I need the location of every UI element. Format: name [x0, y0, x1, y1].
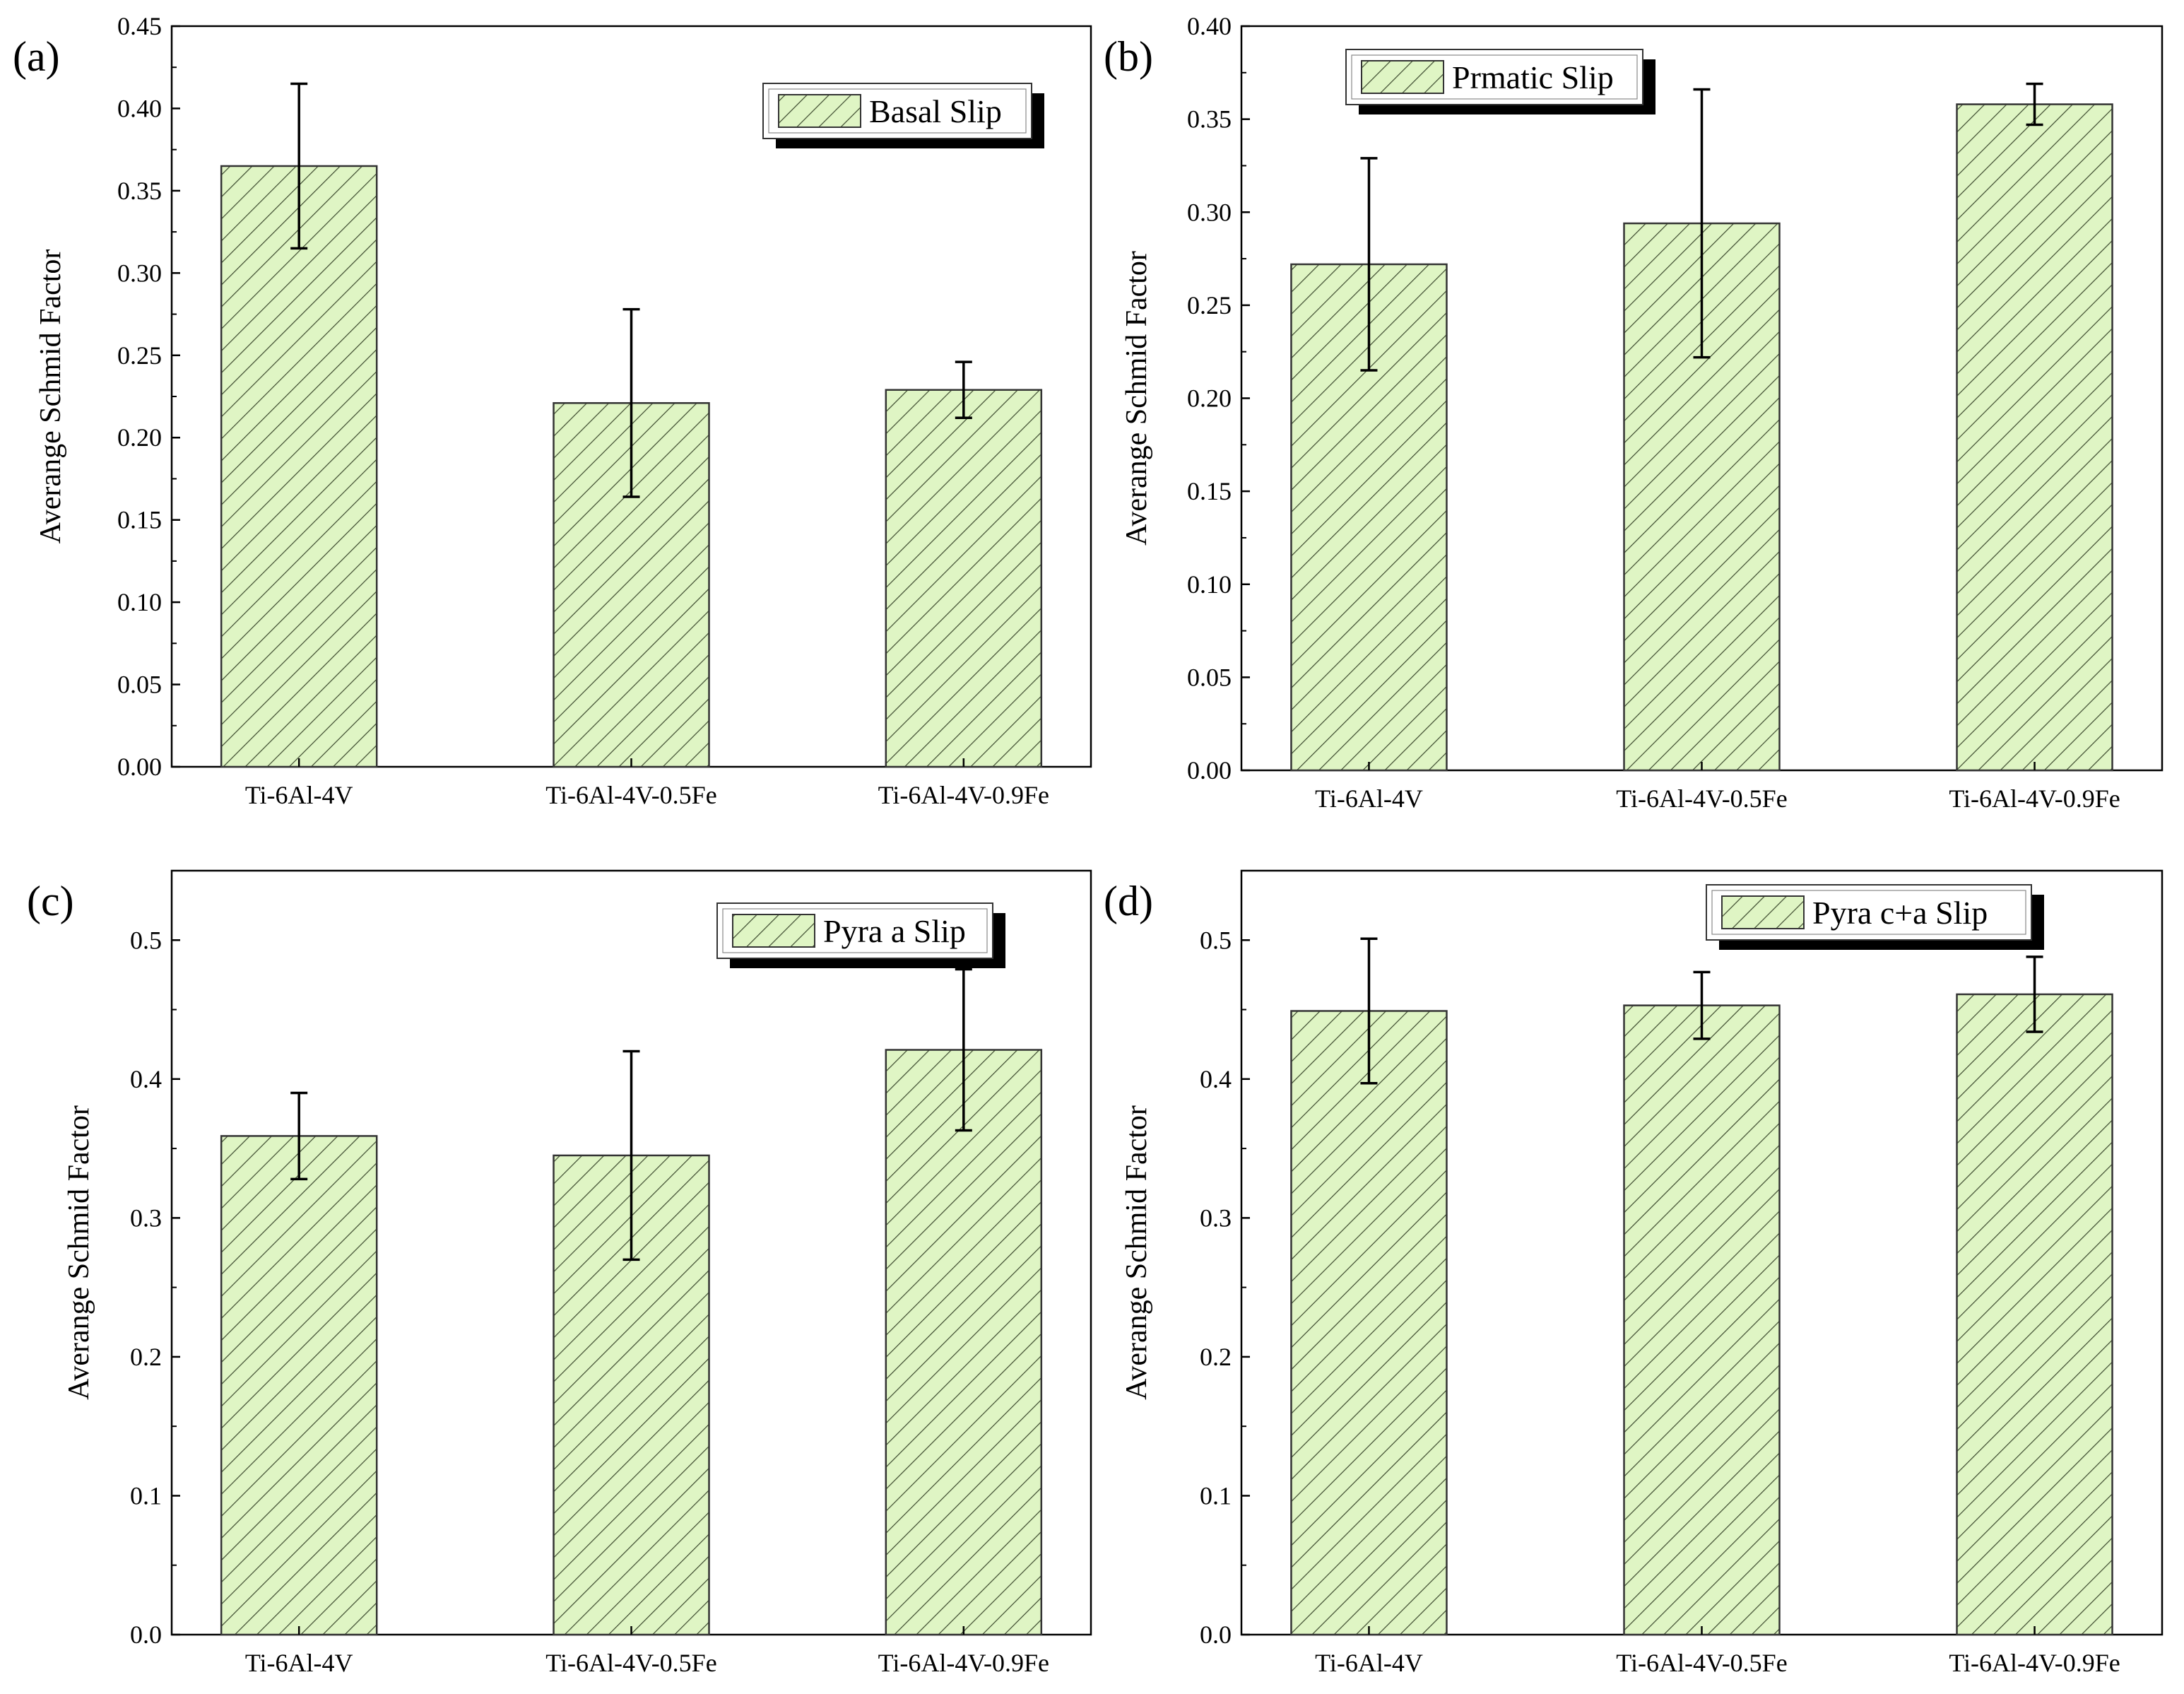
y-axis-label: Averange Schmid Factor	[1121, 1105, 1153, 1400]
y-tick-label: 0.15	[117, 506, 162, 534]
x-tick-label: Ti-6Al-4V	[1315, 784, 1423, 813]
bar	[220, 165, 378, 768]
y-axis-label: Averange Schmid Factor	[1121, 251, 1153, 546]
legend-swatch	[778, 94, 861, 128]
bar	[1290, 1010, 1448, 1636]
chart-panel: 0.00 0.05 0.10 0.15 0.20 0.25 0.30 0.35 0.40 0.45…	[13, 12, 1092, 809]
y-tick-label: 0.45	[117, 12, 162, 40]
legend-label: Basal Slip	[869, 93, 1002, 129]
y-tick-label: 0.35	[1187, 105, 1232, 134]
y-tick-label: 0.10	[1187, 570, 1232, 599]
x-tick-label: Ti-6Al-4V-0.5Fe	[545, 1649, 716, 1677]
y-axis-label: Averange Schmid Factor	[63, 1105, 95, 1400]
legend-swatch	[1361, 60, 1444, 94]
chart-panel: 0.00 0.05 0.10 0.15 0.20 0.25 0.30 0.35 0.40 Aver…	[1104, 12, 2164, 813]
x-tick-label: Ti-6Al-4V-0.5Fe	[545, 781, 716, 809]
y-tick-label: 0.2	[1200, 1343, 1232, 1371]
legend-inner-border	[768, 88, 1027, 134]
legend-inner-border	[1711, 890, 2026, 935]
y-tick-label: 0.3	[130, 1204, 162, 1232]
y-tick-label: 0.0	[130, 1621, 162, 1649]
y-tick-label: 0.40	[1187, 12, 1232, 40]
y-tick-label: 0.30	[1187, 198, 1232, 226]
legend-swatch	[1721, 895, 1805, 929]
panel-label: (a)	[13, 33, 60, 80]
legend-label: Pyra c+a Slip	[1812, 895, 1988, 931]
bar	[1623, 1004, 1781, 1636]
y-tick-label: 0.4	[1200, 1065, 1232, 1093]
y-tick-label: 0.20	[1187, 384, 1232, 413]
y-axis-label: Averange Schmid Factor	[35, 249, 67, 544]
x-tick-label: Ti-6Al-4V-0.5Fe	[1616, 1649, 1787, 1677]
x-tick-label: Ti-6Al-4V	[245, 1649, 353, 1677]
legend-inner-border	[722, 908, 988, 953]
x-tick-label: Ti-6Al-4V-0.9Fe	[878, 1649, 1049, 1677]
y-tick-label: 0.35	[117, 177, 162, 205]
x-tick-label: Ti-6Al-4V-0.9Fe	[1949, 1649, 2120, 1677]
y-tick-label: 0.05	[1187, 663, 1232, 691]
x-tick-label: Ti-6Al-4V	[245, 781, 353, 809]
y-tick-label: 0.2	[130, 1343, 162, 1371]
y-tick-label: 0.20	[117, 423, 162, 452]
bar	[1956, 993, 2113, 1636]
bar	[1956, 103, 2113, 772]
x-tick-label: Ti-6Al-4V-0.9Fe	[878, 781, 1049, 809]
legend-inner-border	[1351, 54, 1638, 100]
bar	[885, 1049, 1043, 1636]
panel-label: (b)	[1104, 33, 1153, 80]
x-tick-label: Ti-6Al-4V-0.5Fe	[1616, 784, 1787, 813]
chart-panel: 0.0 0.1 0.2 0.3 0.4 0.5 Averange Schmid Factor…	[27, 869, 1092, 1677]
legend-label: Prmatic Slip	[1452, 59, 1614, 95]
y-tick-label: 0.25	[1187, 291, 1232, 319]
bar	[220, 1135, 378, 1636]
panel-label: (c)	[27, 878, 74, 924]
y-tick-label: 0.4	[130, 1065, 162, 1093]
legend-swatch	[732, 914, 815, 948]
panel-label: (d)	[1104, 878, 1153, 924]
chart-panel: 0.0 0.1 0.2 0.3 0.4 0.5 Averange Schmid Factor…	[1104, 869, 2164, 1677]
y-tick-label: 0.0	[1200, 1621, 1232, 1649]
y-tick-label: 0.10	[117, 588, 162, 616]
bar	[885, 389, 1043, 768]
y-tick-label: 0.40	[117, 94, 162, 122]
y-tick-label: 0.00	[1187, 756, 1232, 784]
y-tick-label: 0.30	[117, 259, 162, 287]
y-tick-label: 0.5	[130, 926, 162, 954]
y-tick-label: 0.00	[117, 753, 162, 781]
y-tick-label: 0.3	[1200, 1204, 1232, 1232]
y-tick-label: 0.15	[1187, 477, 1232, 505]
y-tick-label: 0.5	[1200, 926, 1232, 954]
y-tick-label: 0.1	[130, 1481, 162, 1510]
y-tick-label: 0.1	[1200, 1481, 1232, 1510]
x-tick-label: Ti-6Al-4V-0.9Fe	[1949, 784, 2120, 813]
y-tick-label: 0.25	[117, 341, 162, 370]
legend-label: Pyra a Slip	[823, 913, 966, 949]
x-tick-label: Ti-6Al-4V	[1315, 1649, 1423, 1677]
y-tick-label: 0.05	[117, 671, 162, 699]
